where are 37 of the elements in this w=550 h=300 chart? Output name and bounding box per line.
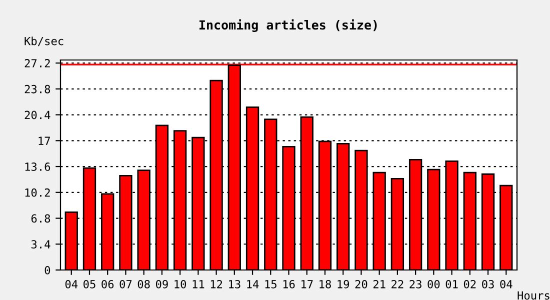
y-tick-label: 6.8 [31, 214, 50, 223]
x-tick-label: 11 [192, 280, 204, 288]
y-tick-label: 17 [38, 136, 50, 145]
y-tick-label: 23.8 [24, 84, 50, 94]
y-tick-label: 13.6 [25, 162, 50, 171]
x-tick-label: 00 [428, 280, 440, 288]
x-tick-label: 21 [373, 280, 386, 288]
x-tick-label: 05 [84, 280, 96, 288]
x-tick-label: 23 [410, 280, 422, 288]
x-tick-label: 16 [283, 280, 295, 288]
x-tick-label: 06 [102, 280, 114, 288]
x-tick-label: 09 [156, 280, 168, 288]
x-tick-label: 20 [355, 280, 368, 288]
x-tick-label: 10 [174, 280, 186, 288]
y-tick-label: 0 [44, 266, 50, 274]
x-tick-label: 22 [392, 280, 404, 288]
chart-title: Incoming articles (size) [199, 19, 377, 32]
y-tick-label: 3.4 [31, 240, 50, 249]
x-tick-label: 08 [138, 280, 150, 288]
x-tick-label: 07 [120, 280, 132, 288]
x-tick-label: 17 [302, 280, 313, 288]
x-tick-label: 15 [265, 280, 276, 288]
x-tick-label: 01 [446, 280, 458, 288]
x-tick-label: 13 [229, 280, 240, 288]
y-tick-label: 20.4 [24, 110, 50, 120]
x-tick-label: 04 [500, 280, 512, 288]
x-tick-label: 12 [210, 280, 222, 288]
x-axis-title: Hours [518, 291, 550, 300]
y-tick-label: 10.2 [25, 188, 50, 197]
x-tick-label: 02 [464, 280, 476, 288]
y-tick-label: 27.2 [24, 59, 50, 68]
x-tick-label: 19 [338, 280, 350, 288]
y-axis-title: Kb/sec [24, 36, 64, 46]
x-tick-label: 03 [482, 280, 494, 288]
x-tick-label: 18 [320, 280, 331, 288]
x-tick-label: 04 [65, 280, 78, 288]
x-tick-label: 14 [247, 280, 259, 288]
